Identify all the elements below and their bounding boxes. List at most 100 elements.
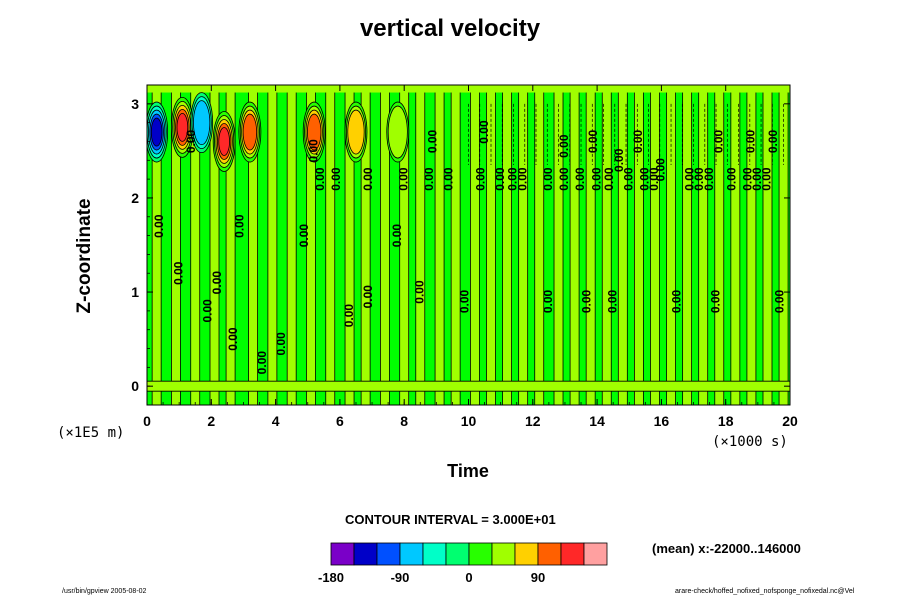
stripe-band	[502, 85, 512, 405]
x-tick-label: 0	[143, 413, 151, 429]
cell-contour	[347, 109, 365, 155]
stripe-band	[698, 85, 708, 405]
field-layer: 0.000.000.000.000.000.000.000.000.000.00…	[147, 85, 790, 405]
colorbar-swatch	[353, 542, 378, 566]
stripe-band	[762, 85, 772, 405]
contour-label: 0.00	[313, 167, 327, 191]
contour-label: 0.00	[573, 167, 587, 191]
x-axis-units: (×1000 s)	[712, 434, 788, 450]
contour-label: 0.00	[493, 167, 507, 191]
x-tick-label: 16	[654, 413, 670, 429]
contour-label: 0.00	[760, 167, 774, 191]
contour-label: 0.00	[654, 158, 668, 182]
stripe-band	[361, 85, 371, 405]
contour-label: 0.00	[342, 304, 356, 328]
mean-range-text: (mean) x:-22000..146000	[652, 541, 801, 556]
stripe-band	[325, 85, 335, 405]
contour-label: 0.00	[631, 129, 645, 153]
stripe-band	[306, 85, 316, 405]
stripe-band	[267, 85, 277, 405]
contour-label: 0.00	[210, 271, 224, 295]
stripe-band	[730, 85, 740, 405]
x-tick-label: 14	[589, 413, 605, 429]
contour-label: 0.00	[200, 299, 214, 323]
colorbar-swatch	[422, 542, 447, 566]
contour-label: 0.00	[274, 332, 288, 356]
footer-command: /usr/bin/gpview 2005-08-02	[62, 588, 147, 595]
contour-interval-text: CONTOUR INTERVAL = 3.000E+01	[345, 512, 556, 527]
colorbar-swatch	[491, 542, 516, 566]
colorbar-swatch	[468, 542, 493, 566]
y-axis-units: (×1E5 m)	[57, 425, 125, 441]
x-axis-label: Time	[447, 461, 489, 481]
contour-label: 0.00	[306, 139, 320, 163]
stripe-band	[451, 85, 461, 405]
colorbar-tick-label: 90	[531, 570, 545, 585]
contour-label: 0.00	[621, 167, 635, 191]
contour-label: 0.00	[692, 167, 706, 191]
colorbar-swatch	[514, 542, 539, 566]
contour-label: 0.00	[422, 167, 436, 191]
contour-label: 0.00	[255, 351, 269, 375]
stripe-band	[415, 85, 425, 405]
contour-label: 0.00	[226, 327, 240, 351]
stripe-band	[534, 85, 544, 405]
colorbar-swatch	[537, 542, 562, 566]
stripe-band	[171, 85, 181, 405]
contour-label: 0.00	[541, 167, 555, 191]
colorbar-swatch	[376, 542, 401, 566]
stripe-band	[650, 85, 660, 405]
contour-label: 0.00	[702, 167, 716, 191]
stripe-band	[152, 85, 162, 405]
cell-contour	[306, 113, 322, 151]
contour-label: 0.00	[683, 167, 697, 191]
stripe-band	[470, 85, 480, 405]
contour-label: 0.00	[638, 167, 652, 191]
contour-label: 0.00	[477, 120, 491, 144]
colorbar-swatch	[560, 542, 585, 566]
contour-label: 0.00	[297, 224, 311, 248]
contour-label: 0.00	[396, 167, 410, 191]
colorbar-tick-label: -90	[391, 570, 410, 585]
contour-label: 0.00	[390, 224, 404, 248]
colorbar-swatch	[583, 542, 608, 566]
contour-label: 0.00	[724, 167, 738, 191]
stripe-band	[634, 85, 644, 405]
stripe-band	[226, 85, 236, 405]
x-tick-label: 18	[718, 413, 734, 429]
contour-label: 0.00	[441, 167, 455, 191]
contour-label: 0.00	[425, 129, 439, 153]
x-tick-label: 4	[272, 413, 280, 429]
contour-label: 0.00	[232, 214, 246, 238]
contour-label: 0.00	[412, 280, 426, 304]
contour-label: 0.00	[515, 167, 529, 191]
contour-label: 0.00	[361, 167, 375, 191]
contour-label: 0.00	[580, 289, 594, 313]
contour-label: 0.00	[557, 134, 571, 158]
contour-label: 0.00	[184, 129, 198, 153]
x-tick-label: 8	[400, 413, 408, 429]
colorbar-tick-label: 0	[465, 570, 472, 585]
stripe-band	[682, 85, 692, 405]
contour-label: 0.00	[586, 129, 600, 153]
stripe-band	[435, 85, 445, 405]
contour-label: 0.00	[612, 148, 626, 172]
contour-label: 0.00	[766, 129, 780, 153]
y-tick-label: 3	[131, 96, 139, 112]
x-tick-label: 6	[336, 413, 344, 429]
contour-label: 0.00	[740, 167, 754, 191]
contour-label: 0.00	[750, 167, 764, 191]
x-tick-label: 20	[782, 413, 798, 429]
surface-band	[147, 381, 790, 392]
stripe-band	[618, 85, 628, 405]
stripe-band	[714, 85, 724, 405]
colorbar-swatch	[330, 542, 355, 566]
contour-label: 0.00	[458, 289, 472, 313]
contour-label: 0.00	[329, 167, 343, 191]
stripe-band	[486, 85, 496, 405]
chart-title: vertical velocity	[359, 15, 541, 42]
contour-label: 0.00	[506, 167, 520, 191]
stripe-band	[248, 85, 258, 405]
contour-label: 0.00	[557, 167, 571, 191]
